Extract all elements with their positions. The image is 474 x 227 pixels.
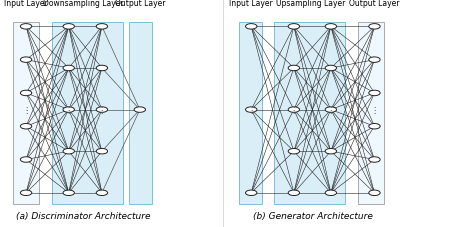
Circle shape (369, 157, 380, 163)
Text: ⋮: ⋮ (290, 106, 298, 115)
Text: Downsampling Layer: Downsampling Layer (43, 0, 123, 8)
Circle shape (63, 107, 74, 113)
Text: ⋮: ⋮ (98, 106, 106, 115)
Circle shape (246, 25, 257, 30)
Circle shape (96, 107, 108, 113)
Circle shape (63, 190, 74, 196)
Circle shape (20, 157, 32, 163)
Circle shape (288, 25, 300, 30)
Circle shape (20, 190, 32, 196)
Text: Output Layer: Output Layer (349, 0, 400, 8)
Circle shape (369, 25, 380, 30)
Text: Upsampling Layer: Upsampling Layer (276, 0, 345, 8)
Bar (239, 23, 262, 204)
Bar (358, 23, 384, 204)
Circle shape (96, 149, 108, 154)
Bar (13, 23, 39, 204)
Circle shape (369, 58, 380, 63)
Circle shape (96, 66, 108, 71)
Circle shape (325, 190, 337, 196)
Circle shape (20, 91, 32, 96)
Bar (52, 23, 123, 204)
Circle shape (369, 124, 380, 129)
Circle shape (325, 107, 337, 113)
Text: Input Layer: Input Layer (229, 0, 273, 8)
Text: ⋮: ⋮ (64, 106, 73, 115)
Circle shape (288, 107, 300, 113)
Circle shape (63, 149, 74, 154)
Circle shape (246, 107, 257, 113)
Circle shape (63, 66, 74, 71)
Text: ⋮: ⋮ (22, 106, 30, 115)
Circle shape (288, 190, 300, 196)
Text: Output Layer: Output Layer (115, 0, 165, 8)
Text: ⋮: ⋮ (327, 106, 335, 115)
Circle shape (325, 149, 337, 154)
Circle shape (369, 91, 380, 96)
Bar (274, 23, 345, 204)
Bar (129, 23, 152, 204)
Text: ⋮: ⋮ (247, 106, 255, 115)
Text: Input Layer: Input Layer (4, 0, 48, 8)
Circle shape (20, 124, 32, 129)
Circle shape (20, 25, 32, 30)
Text: (b) Generator Architecture: (b) Generator Architecture (253, 211, 373, 220)
Circle shape (325, 66, 337, 71)
Circle shape (96, 190, 108, 196)
Circle shape (288, 149, 300, 154)
Circle shape (369, 190, 380, 196)
Circle shape (246, 190, 257, 196)
Circle shape (96, 25, 108, 30)
Text: ⋮: ⋮ (370, 106, 379, 115)
Circle shape (288, 66, 300, 71)
Circle shape (20, 58, 32, 63)
Circle shape (325, 25, 337, 30)
Circle shape (134, 107, 146, 113)
Circle shape (63, 25, 74, 30)
Text: (a) Discriminator Architecture: (a) Discriminator Architecture (16, 211, 150, 220)
